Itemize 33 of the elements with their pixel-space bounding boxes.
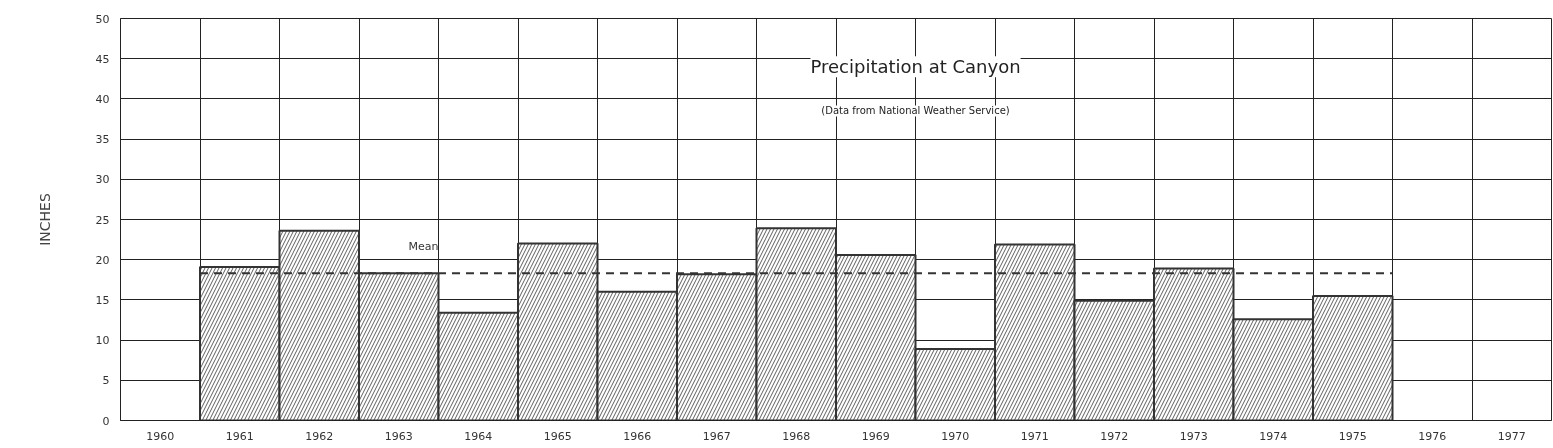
x-tick-label: 1977 bbox=[1497, 429, 1526, 443]
x-tick-label: 1971 bbox=[1020, 429, 1049, 443]
x-tick-label: 1973 bbox=[1179, 429, 1208, 443]
y-tick-label: 10 bbox=[95, 334, 110, 348]
y-tick-label: 30 bbox=[95, 173, 110, 187]
ref-line-label: Mean bbox=[408, 240, 439, 254]
y-tick-label: 15 bbox=[95, 293, 110, 307]
x-tick-label: 1964 bbox=[464, 429, 493, 443]
x-tick-label: 1961 bbox=[225, 429, 254, 443]
y-tick-label: 5 bbox=[102, 374, 110, 388]
x-tick-label: 1963 bbox=[384, 429, 413, 443]
x-tick-label: 1965 bbox=[543, 429, 572, 443]
x-tick-label: 1976 bbox=[1418, 429, 1447, 443]
y-tick-label: 45 bbox=[95, 52, 110, 66]
y-tick-label: 35 bbox=[95, 133, 110, 147]
x-tick-label: 1974 bbox=[1259, 429, 1288, 443]
y-axis-title: INCHES bbox=[36, 193, 53, 246]
x-tick-label: 1962 bbox=[305, 429, 334, 443]
x-tick-label: 1960 bbox=[146, 429, 175, 443]
y-tick-label: 50 bbox=[95, 12, 110, 26]
text: Precipitation at Canyon bbox=[810, 56, 1021, 78]
y-tick-label: 25 bbox=[95, 213, 110, 227]
y-tick-label: 0 bbox=[102, 414, 110, 428]
x-tick-label: 1969 bbox=[861, 429, 890, 443]
x-tick-label: 1967 bbox=[702, 429, 731, 443]
x-tick-label: 1968 bbox=[782, 429, 811, 443]
x-tick-label: 1966 bbox=[623, 429, 652, 443]
y-tick-label: 20 bbox=[95, 253, 110, 267]
text: (Data from National Weather Service) bbox=[821, 105, 1010, 117]
x-tick-label: 1970 bbox=[941, 429, 970, 443]
y-tick-label: 40 bbox=[95, 92, 110, 106]
x-tick-label: 1975 bbox=[1338, 429, 1367, 443]
x-tick-label: 1972 bbox=[1100, 429, 1129, 443]
